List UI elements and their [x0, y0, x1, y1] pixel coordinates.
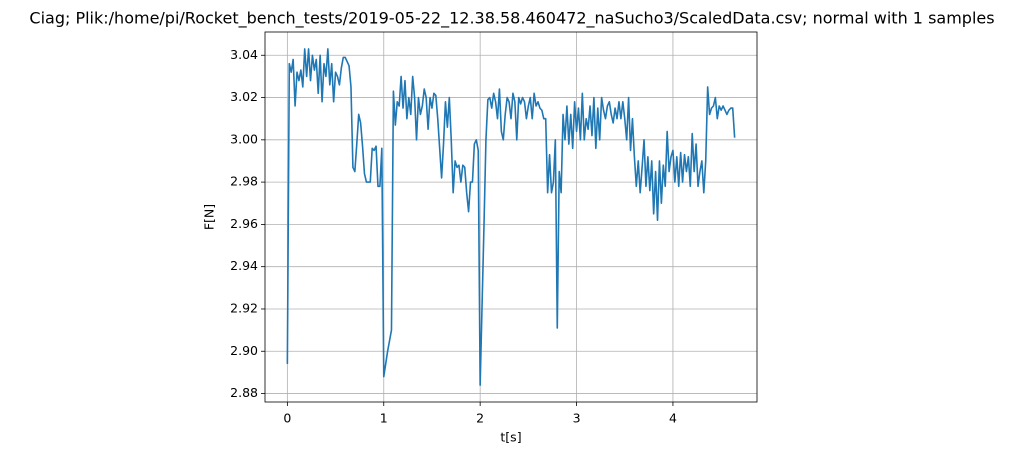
- y-tick-label: 2.90: [230, 343, 258, 358]
- y-axis-label: F[N]: [202, 204, 217, 230]
- y-tick-label: 2.88: [230, 385, 258, 400]
- data-line: [286, 48, 736, 386]
- y-tick-label: 3.02: [230, 89, 258, 104]
- chart-title: Ciag; Plik:/home/pi/Rocket_bench_tests/2…: [29, 9, 994, 29]
- y-tick-label: 2.96: [230, 216, 258, 231]
- x-tick-label: 0: [283, 411, 291, 426]
- y-tick-label: 2.92: [230, 300, 258, 315]
- x-tick-label: 3: [573, 411, 581, 426]
- x-tick-label: 4: [669, 411, 677, 426]
- y-tick-label: 2.94: [230, 258, 258, 273]
- y-tick-label: 2.98: [230, 174, 258, 189]
- x-axis-label: t[s]: [500, 430, 521, 445]
- y-tick-label: 3.04: [230, 47, 258, 62]
- plot-frame: [264, 31, 758, 403]
- x-tick-label: 1: [380, 411, 388, 426]
- y-tick-label: 3.00: [230, 131, 258, 146]
- x-tick-label: 2: [476, 411, 484, 426]
